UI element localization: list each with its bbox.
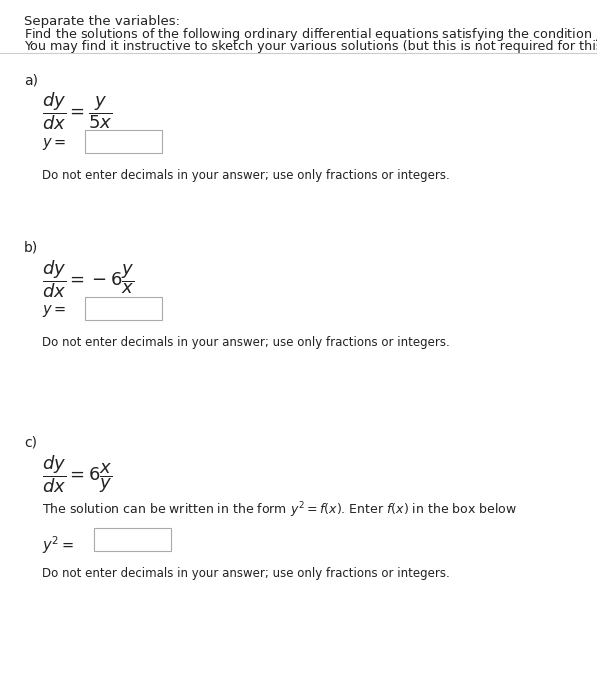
Text: Find the solutions of the following ordinary differential equations satisfying t: Find the solutions of the following ordi…	[24, 26, 597, 43]
Text: You may find it instructive to sketch your various solutions (but this is not re: You may find it instructive to sketch yo…	[24, 40, 597, 53]
Text: $\dfrac{dy}{dx} = -6\dfrac{y}{x}$: $\dfrac{dy}{dx} = -6\dfrac{y}{x}$	[42, 258, 135, 300]
FancyBboxPatch shape	[85, 130, 162, 153]
Text: $y = $: $y = $	[42, 136, 66, 152]
Text: Do not enter decimals in your answer; use only fractions or integers.: Do not enter decimals in your answer; us…	[42, 336, 450, 349]
Text: c): c)	[24, 436, 37, 450]
Text: b): b)	[24, 240, 38, 254]
FancyBboxPatch shape	[94, 528, 171, 551]
Text: a): a)	[24, 73, 38, 87]
Text: Separate the variables:: Separate the variables:	[24, 15, 180, 29]
Text: $\dfrac{dy}{dx} = \dfrac{y}{5x}$: $\dfrac{dy}{dx} = \dfrac{y}{5x}$	[42, 91, 112, 132]
FancyBboxPatch shape	[85, 297, 162, 320]
Text: The solution can be written in the form $\boldsymbol{y^2} = f(x)$. Enter $f(x)$ : The solution can be written in the form …	[42, 500, 517, 520]
Text: Do not enter decimals in your answer; use only fractions or integers.: Do not enter decimals in your answer; us…	[42, 567, 450, 580]
Text: $\dfrac{dy}{dx} = 6\dfrac{x}{y}$: $\dfrac{dy}{dx} = 6\dfrac{x}{y}$	[42, 453, 112, 495]
Text: $y^2 = $: $y^2 = $	[42, 534, 74, 556]
Text: $y = $: $y = $	[42, 303, 66, 319]
Text: Do not enter decimals in your answer; use only fractions or integers.: Do not enter decimals in your answer; us…	[42, 169, 450, 182]
